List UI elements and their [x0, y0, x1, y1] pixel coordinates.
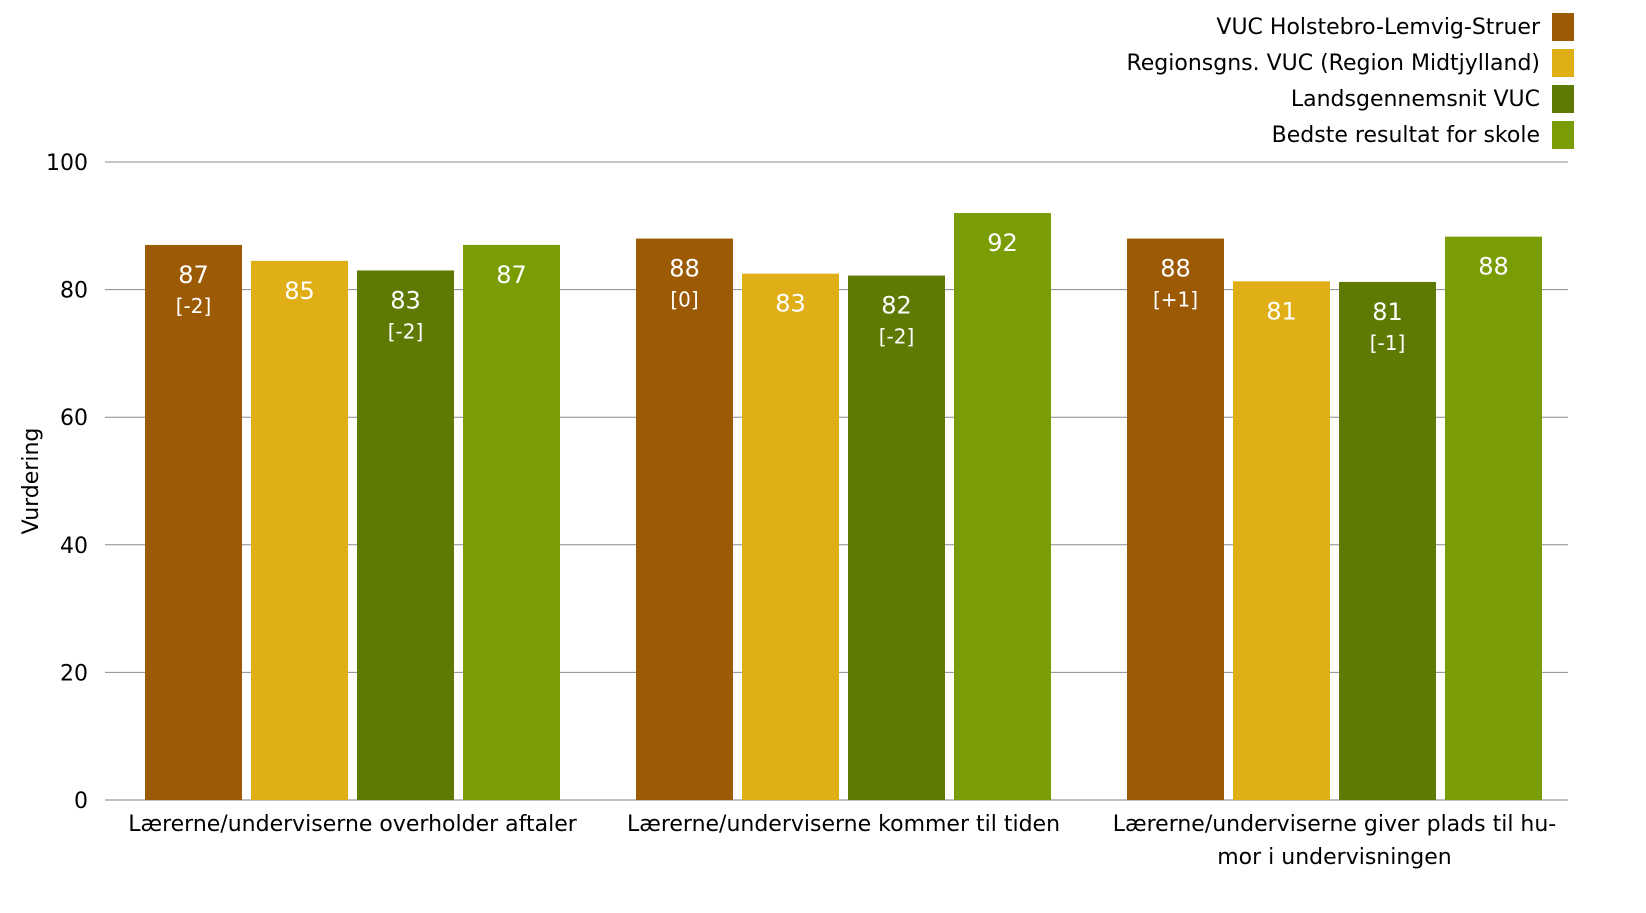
bar-value-label: 92 — [987, 229, 1018, 257]
y-tick-label: 60 — [60, 406, 88, 431]
bar-change-label: [-2] — [388, 319, 424, 343]
bar-value-label: 83 — [775, 290, 806, 318]
bar-value-label: 87 — [178, 261, 209, 289]
bar — [463, 244, 560, 800]
bar-value-label: 88 — [1478, 253, 1509, 281]
y-tick-label: 40 — [60, 534, 88, 559]
bars: 87 [-2] 88 [0] 88 [+1] 85 83 81 83 [-2] 82 [-2] 81 [-1… — [145, 213, 1542, 801]
x-axis: Lærerne/underviserne overholder aftaler L… — [128, 812, 1556, 870]
bar-change-label: [-1] — [1370, 331, 1406, 355]
y-axis: 0 20 40 60 80 100 — [46, 151, 88, 814]
bar-change-label: [0] — [670, 288, 698, 312]
bar — [1339, 281, 1436, 801]
bar-value-label: 88 — [669, 255, 700, 283]
bar — [1445, 236, 1542, 800]
legend-label: Landsgennemsnit VUC — [1291, 87, 1540, 112]
x-category-label: Lærerne/underviserne kommer til tiden — [627, 812, 1060, 837]
legend: VUC Holstebro-Lemvig-Struer Regionsgns. V… — [1126, 13, 1574, 149]
bar-value-label: 82 — [881, 292, 912, 320]
legend-swatch — [1552, 85, 1574, 113]
legend-swatch — [1552, 121, 1574, 149]
bar-value-label: 81 — [1372, 298, 1403, 326]
legend-label: VUC Holstebro-Lemvig-Struer — [1216, 15, 1541, 40]
bar — [251, 260, 348, 800]
bar — [145, 244, 242, 800]
bar-value-label: 87 — [496, 261, 527, 289]
y-tick-label: 80 — [60, 279, 88, 304]
y-tick-label: 20 — [60, 661, 88, 686]
legend-swatch — [1552, 13, 1574, 41]
bar — [636, 238, 733, 800]
bar — [357, 270, 454, 801]
x-category-label: Lærerne/underviserne overholder aftaler — [128, 812, 578, 837]
bar-change-label: [-2] — [879, 325, 915, 349]
legend-swatch — [1552, 49, 1574, 77]
x-category-label: mor i undervisningen — [1217, 845, 1452, 870]
bar-value-label: 81 — [1266, 297, 1297, 325]
bar-value-label: 88 — [1160, 255, 1191, 283]
x-category-label: Lærerne/underviserne giver plads til hu- — [1113, 812, 1557, 837]
bar — [848, 275, 945, 801]
y-tick-label: 0 — [74, 789, 88, 814]
bar-change-label: [+1] — [1153, 288, 1198, 312]
y-axis-label: Vurdering — [19, 428, 44, 535]
bar — [1127, 238, 1224, 800]
legend-label: Regionsgns. VUC (Region Midtjylland) — [1126, 51, 1540, 76]
bar-value-label: 85 — [284, 277, 315, 305]
bar — [1233, 281, 1330, 800]
bar — [742, 273, 839, 800]
bar — [954, 213, 1051, 801]
y-tick-label: 100 — [46, 151, 88, 176]
bar-value-label: 83 — [390, 286, 421, 314]
bar-change-label: [-2] — [176, 294, 212, 318]
legend-label: Bedste resultat for skole — [1272, 123, 1540, 148]
